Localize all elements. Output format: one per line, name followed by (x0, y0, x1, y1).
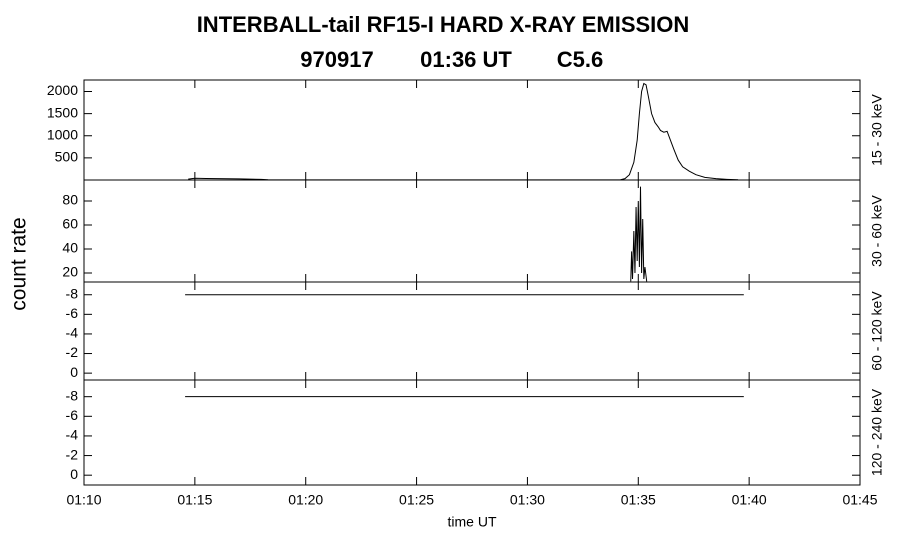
y-tick-label: 0 (70, 466, 78, 482)
class-label: C5.6 (557, 47, 603, 72)
channel-label: 30 - 60 keV (869, 195, 885, 267)
y-tick-label: -2 (66, 344, 79, 360)
x-tick-label: 01:15 (177, 492, 212, 508)
y-tick-label: -8 (66, 285, 79, 301)
y-tick-label: -6 (66, 407, 79, 423)
channel-label: 15 - 30 keV (869, 94, 885, 166)
y-tick-label: 1000 (47, 126, 78, 142)
y-tick-label: 40 (62, 240, 78, 256)
x-tick-label: 01:30 (510, 492, 545, 508)
data-line (630, 186, 648, 282)
data-line (188, 82, 739, 180)
y-tick-label: 500 (55, 149, 79, 165)
channel-label: 120 - 240 keV (869, 388, 885, 476)
y-tick-label: 2000 (47, 82, 78, 98)
x-tick-label: 01:20 (288, 492, 323, 508)
x-tick-label: 01:10 (66, 492, 101, 508)
y-tick-label: -8 (66, 387, 79, 403)
x-tick-label: 01:35 (621, 492, 656, 508)
y-tick-label: -4 (66, 325, 79, 341)
panel-frame (83, 379, 861, 486)
y-tick-label: 1500 (47, 104, 78, 120)
x-tick-label: 01:45 (842, 492, 877, 508)
chart-title: INTERBALL-tail RF15-I HARD X-RAY EMISSIO… (197, 12, 690, 37)
x-tick-label: 01:25 (399, 492, 434, 508)
y-axis-label: count rate (8, 217, 31, 310)
y-tick-label: 20 (62, 264, 78, 280)
panel-frame (83, 79, 861, 181)
date-label: 970917 (300, 47, 373, 72)
y-tick-label: -6 (66, 305, 79, 321)
channel-label: 60 - 120 keV (869, 291, 885, 371)
x-tick-label: 01:40 (732, 492, 767, 508)
time-label: 01:36 UT (420, 47, 512, 72)
y-tick-label: 60 (62, 216, 78, 232)
y-tick-label: 80 (62, 192, 78, 208)
x-axis-label: time UT (448, 514, 497, 530)
y-tick-label: 0 (70, 364, 78, 380)
y-tick-label: -2 (66, 446, 79, 462)
y-tick-label: -4 (66, 427, 79, 443)
panel-frame (83, 179, 861, 283)
panel-frame (83, 281, 861, 381)
